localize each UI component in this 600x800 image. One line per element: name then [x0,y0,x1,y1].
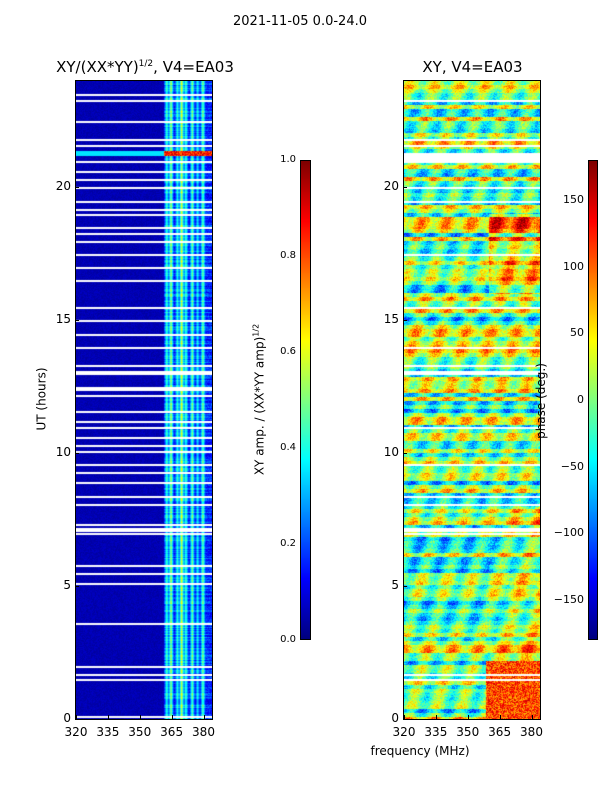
right-plot-title: XY, V4=EA03 [422,58,523,76]
right-y-tick-10: 10 [383,445,399,460]
left-colorbar-tick-0.2: 0.2 [280,538,296,549]
left-x-tickmark-320 [76,715,77,719]
left-y-tick-15: 15 [55,312,71,327]
right-x-tick-380: 380 [520,725,543,739]
right-x-tickmark-380 [531,715,533,719]
right-colorbar-tick-100: 100 [563,259,584,273]
left-x-tickmark-335 [107,715,109,719]
left-y-tick-5: 5 [63,578,71,593]
left-x-tick-335: 335 [96,725,120,739]
right-colorbar-gradient [589,161,597,639]
left-plot-title: XY/(XX*YY)1/2, V4=EA03 [56,58,234,76]
right-colorbar-tick--150: −150 [553,593,584,606]
right-colorbar-tick-150: 150 [563,193,584,206]
left-x-tick-380: 380 [192,725,215,739]
left-colorbar-tick-0.4: 0.4 [280,442,296,453]
left-x-tick-320: 320 [64,725,88,739]
right-colorbar-tick-0: 0 [577,393,584,406]
right-x-tickmark-350 [467,715,469,719]
right-x-tick-335: 335 [424,725,448,739]
right-y-tick-5: 5 [391,578,399,593]
left-x-tickmark-380 [203,715,205,719]
left-y-tick-0: 0 [63,711,71,725]
left-x-tick-350: 350 [128,725,152,739]
right-y-tickmark-10 [403,453,407,455]
left-x-tickmark-365 [171,715,173,719]
x-axis-label: frequency (MHz) [370,744,470,758]
left-x-tick-365: 365 [160,725,184,739]
left-y-tickmark-10 [75,453,79,455]
right-x-tickmark-335 [435,715,437,719]
left-y-tick-10: 10 [55,445,71,460]
right-colorbar-tick--50: −50 [560,459,584,473]
right-y-tick-0: 0 [391,711,399,725]
right-colorbar-label: phase (deg.) [534,363,548,439]
left-colorbar-tick-0.0: 0.0 [280,634,296,645]
right-x-tickmark-320 [404,715,405,719]
left-colorbar-gradient [301,161,310,639]
right-heatmap [403,80,541,720]
right-y-tick-20: 20 [383,179,399,194]
right-x-tick-365: 365 [488,725,512,739]
left-heatmap [75,80,213,720]
left-y-tickmark-20 [75,187,79,189]
right-colorbar-tick--100: −100 [553,526,584,540]
left-colorbar-tick-1.0: 1.0 [280,154,296,165]
left-colorbar [300,160,311,640]
right-heatmap-canvas [404,81,540,719]
right-y-tickmark-15 [403,320,407,322]
right-y-tickmark-5 [403,586,407,588]
right-x-tickmark-365 [499,715,501,719]
right-colorbar-tick-50: 50 [570,326,584,340]
left-heatmap-canvas [76,81,212,719]
left-y-tickmark-15 [75,320,79,322]
right-y-tickmark-20 [403,187,407,189]
left-colorbar-tick-0.8: 0.8 [280,250,296,261]
left-colorbar-tick-0.6: 0.6 [280,346,296,357]
right-x-tick-320: 320 [392,725,416,739]
right-y-tickmark-0 [403,719,407,720]
right-colorbar [588,160,598,640]
left-y-tickmark-5 [75,586,79,588]
left-x-tickmark-350 [139,715,141,719]
left-y-tick-20: 20 [55,179,71,194]
right-y-tick-15: 15 [383,312,399,327]
figure-suptitle: 2021-11-05 0.0-24.0 [233,14,367,29]
left-y-axis-label: UT (hours) [34,367,49,431]
left-y-tickmark-0 [75,719,79,720]
left-colorbar-label: XY amp. / (XX*YY amp)1/2 [251,323,267,476]
right-x-tick-350: 350 [456,725,480,739]
